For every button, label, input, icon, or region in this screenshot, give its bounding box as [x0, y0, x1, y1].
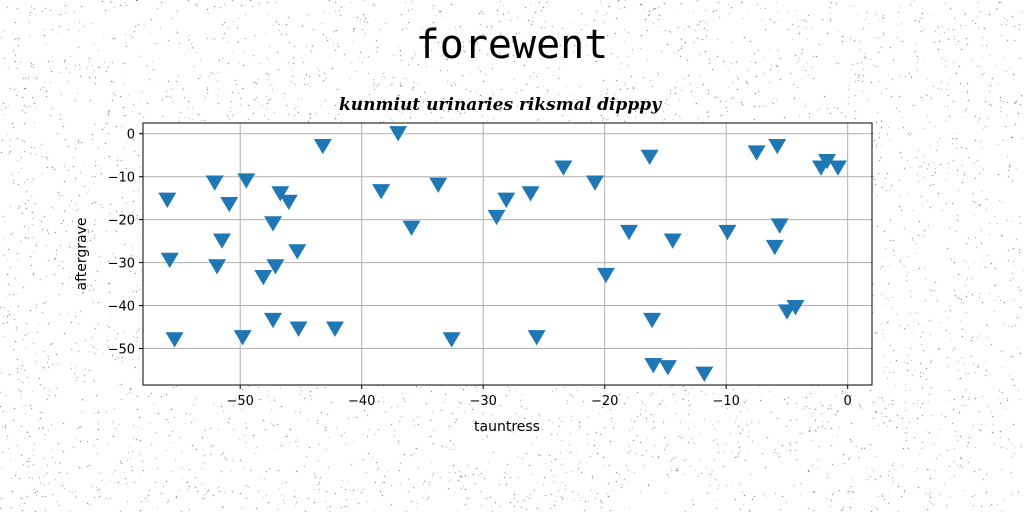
- data-point: [620, 224, 638, 241]
- y-tick-label: −30: [108, 257, 135, 272]
- y-tick-label: 0: [127, 128, 135, 143]
- data-point: [212, 233, 231, 249]
- data-point: [640, 149, 659, 166]
- data-point: [554, 160, 573, 176]
- data-point: [279, 194, 298, 211]
- x-tick-label: −50: [226, 394, 253, 409]
- data-point: [828, 160, 847, 176]
- data-point: [208, 259, 227, 275]
- x-axis-label: tauntress: [474, 419, 540, 435]
- data-point: [643, 312, 662, 329]
- page-title: forewent: [415, 22, 609, 68]
- data-point: [818, 154, 837, 170]
- data-point: [768, 138, 787, 155]
- data-point: [313, 138, 332, 155]
- x-tick-label: −40: [348, 394, 375, 409]
- data-point: [266, 259, 285, 275]
- data-point: [786, 300, 805, 316]
- data-point: [264, 312, 283, 329]
- y-tick-label: −50: [108, 342, 135, 357]
- grid: [143, 123, 872, 385]
- data-point: [596, 267, 615, 284]
- data-point: [527, 330, 546, 346]
- y-axis-label: aftergrave: [74, 218, 90, 291]
- data-point: [521, 186, 540, 202]
- data-point: [233, 330, 252, 346]
- data-point: [389, 126, 408, 142]
- data-point: [372, 184, 391, 200]
- data-point: [695, 366, 714, 382]
- x-tick-label: 0: [844, 394, 852, 409]
- data-point: [585, 175, 604, 191]
- data-points: [158, 126, 847, 382]
- data-point: [160, 252, 179, 269]
- axis-ticks: −50 −40 −30 −20 −10 0 0 −10 −20 −30 −40 −50: [108, 128, 852, 409]
- data-point: [288, 244, 307, 260]
- y-tick-label: −10: [108, 171, 135, 186]
- data-point: [254, 269, 273, 286]
- data-point: [718, 224, 737, 241]
- data-point: [442, 332, 461, 348]
- data-point: [271, 186, 290, 202]
- data-point: [205, 175, 224, 191]
- data-point: [237, 173, 256, 189]
- data-point: [289, 321, 308, 337]
- x-tick-label: −30: [469, 394, 496, 409]
- y-tick-label: −40: [108, 300, 135, 315]
- data-point: [158, 192, 177, 208]
- data-point: [658, 360, 677, 376]
- data-point: [165, 332, 184, 348]
- chart-title: kunmiut urinaries riksmal dipppy: [339, 95, 662, 115]
- data-point: [747, 145, 766, 161]
- y-tick-label: −20: [108, 214, 135, 229]
- x-tick-label: −20: [591, 394, 618, 409]
- data-point: [402, 220, 421, 236]
- data-point: [765, 239, 784, 256]
- data-point: [497, 192, 516, 208]
- data-point: [264, 216, 283, 232]
- x-tick-label: −10: [712, 394, 739, 409]
- data-point: [770, 218, 789, 234]
- data-point: [220, 196, 239, 213]
- plot-frame: [142, 122, 873, 386]
- data-point: [429, 177, 448, 193]
- data-point: [325, 321, 344, 337]
- data-point: [663, 233, 682, 249]
- data-point: [487, 209, 506, 226]
- data-point: [644, 358, 663, 374]
